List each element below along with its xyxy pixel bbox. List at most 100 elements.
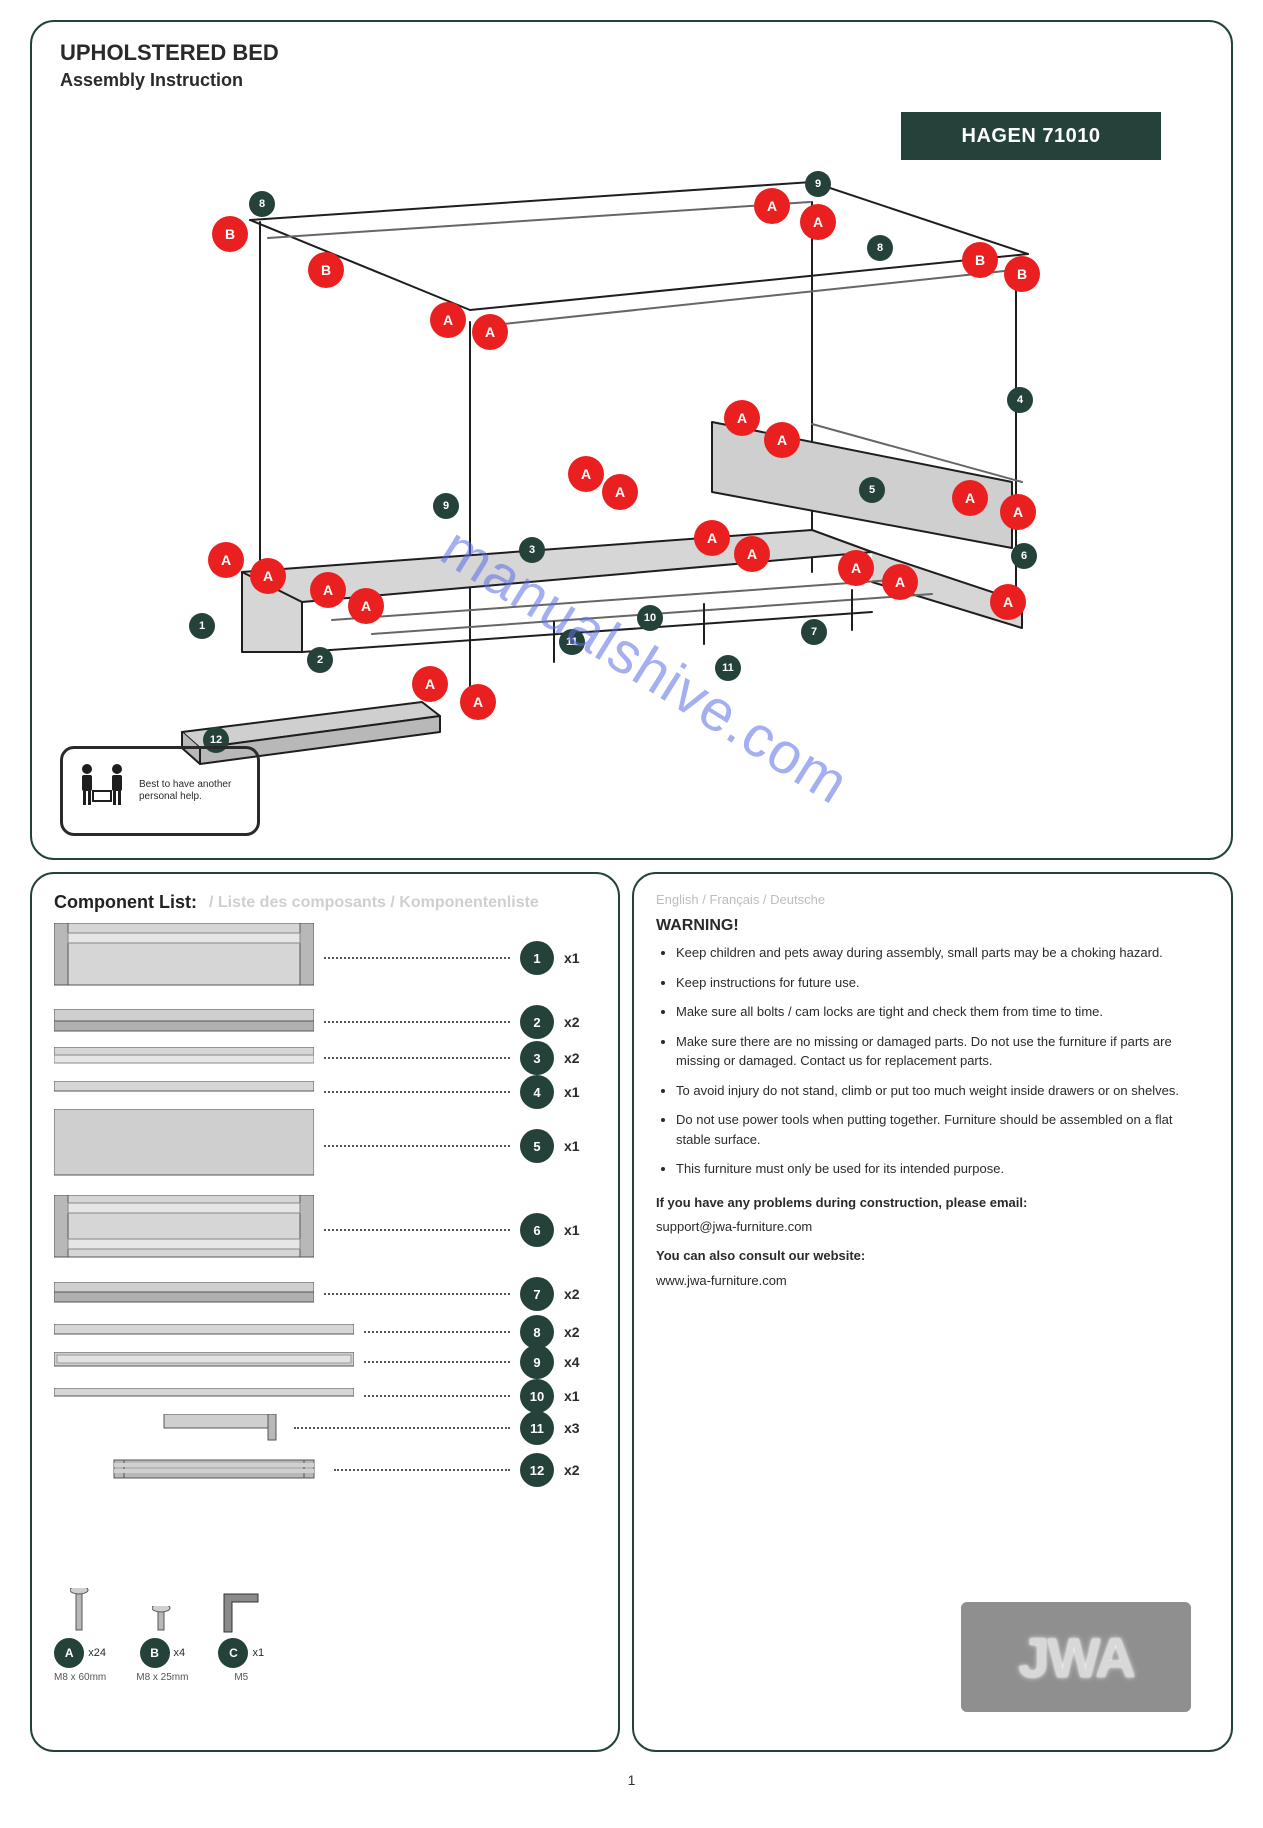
hardware-item: B x4 M8 x 25mm <box>136 1606 188 1683</box>
leader-dots <box>324 1293 510 1295</box>
part-qty: x1 <box>560 1388 596 1404</box>
contact-block: If you have any problems during construc… <box>656 1193 1209 1292</box>
part-thumb-6 <box>54 1195 314 1265</box>
hardware-badge: C <box>218 1638 248 1668</box>
assembly-overview-panel: UPHOLSTERED BED Assembly Instruction HAG… <box>30 20 1233 860</box>
svg-text:B: B <box>975 252 985 268</box>
part-row: 6 x1 <box>54 1195 596 1265</box>
svg-text:A: A <box>425 676 435 692</box>
svg-text:A: A <box>615 484 625 500</box>
part-qty: x1 <box>560 1084 596 1100</box>
leader-dots <box>324 1021 510 1023</box>
svg-text:8: 8 <box>877 242 883 254</box>
part-badge: 3 <box>520 1041 554 1075</box>
hardware-icon <box>152 1606 172 1634</box>
component-list-panel: Component List: / Liste des composants /… <box>30 872 620 1752</box>
warning-item: To avoid injury do not stand, climb or p… <box>676 1081 1209 1101</box>
part-row: 1 x1 <box>54 923 596 993</box>
leader-dots <box>294 1427 510 1429</box>
leader-dots <box>334 1469 510 1471</box>
part-row: 11 x3 <box>54 1411 596 1445</box>
leader-dots <box>324 1145 510 1147</box>
part-row: 2 x2 <box>54 1005 596 1039</box>
hardware-spec: M8 x 25mm <box>136 1672 188 1683</box>
warnings-panel: English / Français / Deutsche WARNING! K… <box>632 872 1233 1752</box>
part-row: 10 x1 <box>54 1379 596 1413</box>
contact-website: www.jwa-furniture.com <box>656 1271 1209 1292</box>
two-person-line2: personal help. <box>139 791 231 803</box>
part-qty: x2 <box>560 1324 596 1340</box>
hardware-item: A x24 M8 x 60mm <box>54 1588 106 1683</box>
part-badge: 10 <box>520 1379 554 1413</box>
svg-text:2: 2 <box>317 654 323 666</box>
contact-lead: If you have any problems during construc… <box>656 1193 1209 1214</box>
svg-text:A: A <box>707 530 717 546</box>
svg-text:9: 9 <box>815 178 821 190</box>
svg-text:B: B <box>225 226 235 242</box>
hardware-qty: x4 <box>174 1647 186 1659</box>
warning-item: Keep instructions for future use. <box>676 973 1209 993</box>
svg-text:A: A <box>473 694 483 710</box>
hardware-icon <box>222 1592 260 1634</box>
part-badge: 11 <box>520 1411 554 1445</box>
part-row: 4 x1 <box>54 1075 596 1109</box>
part-thumb-1 <box>54 923 314 993</box>
svg-text:A: A <box>851 560 861 576</box>
part-qty: x1 <box>560 1222 596 1238</box>
svg-text:A: A <box>737 410 747 426</box>
svg-text:B: B <box>1017 266 1027 282</box>
component-heading-alt: / Liste des composants / Komponentenlist… <box>209 894 539 912</box>
warning-heading: WARNING! <box>656 917 1209 935</box>
part-thumb-11 <box>54 1414 284 1442</box>
svg-text:12: 12 <box>210 734 222 746</box>
warning-item: Make sure all bolts / cam locks are tigh… <box>676 1002 1209 1022</box>
svg-text:10: 10 <box>644 612 656 624</box>
part-badge: 9 <box>520 1345 554 1379</box>
svg-text:A: A <box>767 198 777 214</box>
svg-text:9: 9 <box>443 500 449 512</box>
svg-text:A: A <box>747 546 757 562</box>
part-qty: x1 <box>560 1138 596 1154</box>
svg-text:6: 6 <box>1021 550 1027 562</box>
hardware-badge: B <box>140 1638 170 1668</box>
leader-dots <box>324 1057 510 1059</box>
component-list-heading: Component List: / Liste des composants /… <box>54 892 596 913</box>
part-row: 8 x2 <box>54 1315 596 1349</box>
part-badge: 7 <box>520 1277 554 1311</box>
part-qty: x2 <box>560 1050 596 1066</box>
svg-text:A: A <box>323 582 333 598</box>
part-badge: 5 <box>520 1129 554 1163</box>
hardware-spec: M5 <box>234 1672 248 1683</box>
leader-dots <box>364 1361 510 1363</box>
hardware-qty: x1 <box>252 1647 264 1659</box>
part-badge: 12 <box>520 1453 554 1487</box>
svg-text:1: 1 <box>199 620 205 632</box>
svg-text:A: A <box>581 466 591 482</box>
svg-text:7: 7 <box>811 626 817 638</box>
leader-dots <box>324 1229 510 1231</box>
part-qty: x2 <box>560 1462 596 1478</box>
hardware-icon <box>70 1588 90 1634</box>
svg-text:A: A <box>263 568 273 584</box>
hardware-badge: A <box>54 1638 84 1668</box>
language-row: English / Français / Deutsche <box>656 892 1209 907</box>
two-person-line1: Best to have another <box>139 779 231 791</box>
warning-item: Make sure there are no missing or damage… <box>676 1032 1209 1071</box>
brand-logo: JWA <box>961 1602 1191 1712</box>
part-badge: 6 <box>520 1213 554 1247</box>
part-qty: x2 <box>560 1286 596 1302</box>
svg-text:4: 4 <box>1017 394 1024 406</box>
part-thumb-5 <box>54 1109 314 1183</box>
part-thumb-4 <box>54 1081 314 1103</box>
svg-text:A: A <box>361 598 371 614</box>
brand-logo-text: JWA <box>1018 1625 1133 1690</box>
svg-text:A: A <box>485 324 495 340</box>
part-qty: x1 <box>560 950 596 966</box>
component-heading-en: Component List: <box>54 892 197 913</box>
svg-text:3: 3 <box>529 544 535 556</box>
part-row: 7 x2 <box>54 1277 596 1311</box>
exploded-diagram: BBAAAABBAAAAAAAAAAAAAAAAA 89845931211101… <box>152 142 1082 792</box>
svg-text:A: A <box>813 214 823 230</box>
leader-dots <box>364 1395 510 1397</box>
part-row: 5 x1 <box>54 1109 596 1183</box>
